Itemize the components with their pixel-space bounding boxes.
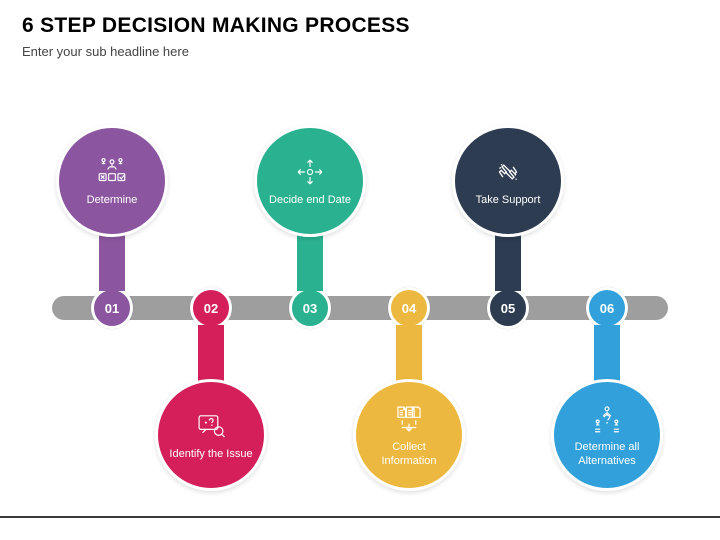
step-circle-04: Collect Information	[353, 379, 465, 491]
footer-line	[0, 516, 720, 518]
step-circle-06: Determine all Alternatives	[551, 379, 663, 491]
step-label: Decide end Date	[261, 194, 359, 208]
connector-06	[594, 325, 620, 385]
timeline-node-number: 05	[501, 301, 515, 316]
connector-04	[396, 325, 422, 385]
step-circle-01: Determine	[56, 125, 168, 237]
step-label: Take Support	[468, 194, 549, 208]
timeline-node-number: 03	[303, 301, 317, 316]
timeline-node-number: 04	[402, 301, 416, 316]
alternatives-icon	[590, 402, 624, 436]
step-circle-03: Decide end Date	[254, 125, 366, 237]
timeline-node-01: 01	[91, 287, 133, 329]
determine-icon	[95, 155, 129, 189]
decide-icon	[293, 155, 327, 189]
identify-icon	[194, 409, 228, 443]
timeline-node-03: 03	[289, 287, 331, 329]
support-icon	[491, 155, 525, 189]
timeline-node-05: 05	[487, 287, 529, 329]
timeline-node-02: 02	[190, 287, 232, 329]
step-circle-05: Take Support	[452, 125, 564, 237]
slide-canvas: 6 STEP DECISION MAKING PROCESS Enter you…	[0, 0, 720, 540]
slide-subtitle[interactable]: Enter your sub headline here	[22, 44, 189, 59]
timeline-node-06: 06	[586, 287, 628, 329]
timeline-node-number: 01	[105, 301, 119, 316]
timeline-bar	[52, 296, 668, 320]
timeline-node-04: 04	[388, 287, 430, 329]
collect-icon	[392, 402, 426, 436]
connector-05	[495, 231, 521, 291]
connector-03	[297, 231, 323, 291]
step-label: Determine all Alternatives	[554, 441, 660, 469]
slide-title: 6 STEP DECISION MAKING PROCESS	[22, 14, 410, 38]
connector-01	[99, 231, 125, 291]
step-label: Collect Information	[356, 441, 462, 469]
step-label: Identify the Issue	[161, 448, 260, 462]
timeline-node-number: 02	[204, 301, 218, 316]
timeline-node-number: 06	[600, 301, 614, 316]
step-label: Determine	[79, 194, 146, 208]
step-circle-02: Identify the Issue	[155, 379, 267, 491]
connector-02	[198, 325, 224, 385]
